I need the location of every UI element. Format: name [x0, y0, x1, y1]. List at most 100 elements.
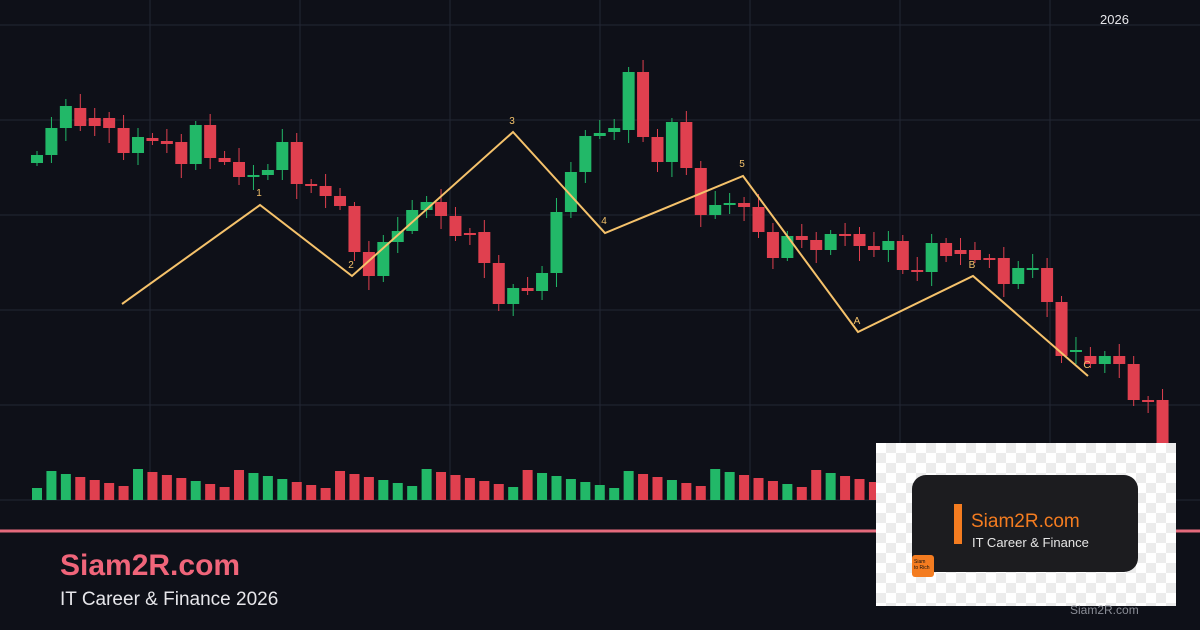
candle: [637, 72, 650, 137]
volume-bar: [868, 482, 879, 500]
candle: [694, 168, 707, 215]
volume-bar: [724, 472, 735, 500]
candle: [348, 206, 361, 252]
grid: [0, 0, 1200, 501]
candle: [766, 232, 779, 258]
volume-bar: [291, 482, 302, 500]
volume-bar: [522, 470, 533, 500]
volume-bar: [695, 486, 706, 500]
volume-bar: [363, 477, 374, 500]
candle: [406, 210, 419, 231]
candle: [968, 250, 981, 260]
volume-bar: [392, 483, 403, 500]
logo-subtitle: IT Career & Finance: [972, 535, 1089, 550]
candle: [31, 155, 43, 163]
volume-bar: [421, 469, 432, 500]
candle: [507, 288, 520, 304]
candle: [290, 142, 303, 184]
volume-bar: [840, 476, 851, 500]
volume-bar: [407, 486, 418, 500]
candle: [954, 250, 967, 254]
year-label: 2026: [1100, 12, 1129, 27]
volume-bar: [782, 484, 793, 500]
candle: [911, 270, 924, 272]
candle: [795, 236, 808, 240]
candle: [420, 202, 433, 210]
candle: [261, 170, 274, 175]
candle: [59, 106, 72, 128]
badge-line: Siam: [914, 559, 926, 565]
volume-bar: [161, 475, 172, 500]
candle: [738, 203, 751, 207]
candle: [882, 241, 895, 250]
candle: [925, 243, 938, 272]
candle: [709, 205, 722, 215]
volume-bar: [825, 473, 836, 500]
volume-bar: [118, 486, 129, 500]
wave-label: B: [969, 260, 976, 271]
volume-bar: [638, 474, 649, 500]
candle: [622, 72, 635, 130]
candle: [305, 184, 318, 186]
volume-bar: [710, 469, 721, 500]
volume-bar: [580, 482, 591, 500]
volume-bar: [349, 474, 360, 500]
candle: [536, 273, 549, 291]
wave-label: C: [1083, 360, 1090, 371]
candle: [867, 246, 880, 250]
volume-bar: [450, 475, 461, 500]
candle: [492, 263, 505, 304]
volume-bar: [60, 474, 71, 500]
candle: [478, 232, 491, 263]
candle: [723, 203, 736, 205]
volume-bar: [739, 475, 750, 500]
logo-card: Siam2R.com IT Career & Finance: [912, 475, 1138, 572]
candle: [1026, 268, 1039, 270]
logo-badge: Siam to Rich: [912, 555, 934, 577]
candle: [175, 142, 188, 164]
volume-bar: [594, 485, 605, 500]
candle: [579, 136, 592, 172]
candle: [88, 118, 101, 126]
volume-bar: [219, 487, 230, 500]
volume-bar: [262, 476, 273, 500]
volume-bar: [32, 488, 42, 500]
volume-bar: [493, 484, 504, 500]
candle: [752, 207, 765, 232]
volume-bar: [854, 479, 865, 500]
brand-subtitle: IT Career & Finance 2026: [60, 589, 279, 610]
candle: [189, 125, 202, 164]
candle: [1084, 356, 1097, 364]
volume-bar: [551, 476, 562, 500]
candle: [463, 233, 476, 235]
volume-bar: [537, 473, 548, 500]
volume-bar: [666, 480, 677, 500]
candle: [132, 137, 145, 153]
candle: [435, 202, 448, 216]
candle: [608, 128, 621, 132]
candle: [218, 158, 231, 162]
volume-bar: [796, 487, 807, 500]
candle: [449, 216, 462, 236]
candle: [665, 122, 678, 162]
volume-bar: [89, 480, 100, 500]
wave-label: 2: [348, 260, 354, 271]
badge-line: to Rich: [914, 565, 930, 571]
volume-bar: [176, 478, 187, 500]
volume-bar: [378, 480, 389, 500]
candle: [45, 128, 58, 155]
wave-line: [121, 130, 1089, 377]
volume-bar: [133, 469, 144, 500]
volume-bar: [205, 484, 216, 500]
candle: [839, 234, 852, 236]
logo-box: Siam2R.com IT Career & Finance Siam to Ri…: [876, 443, 1176, 606]
candle: [1041, 268, 1054, 302]
candle: [103, 118, 116, 128]
candle: [1127, 364, 1140, 400]
volume-bar: [479, 481, 490, 500]
volume-bar: [652, 477, 663, 500]
volume-bar: [320, 488, 331, 500]
candle: [247, 175, 260, 177]
volume-bar: [565, 479, 576, 500]
